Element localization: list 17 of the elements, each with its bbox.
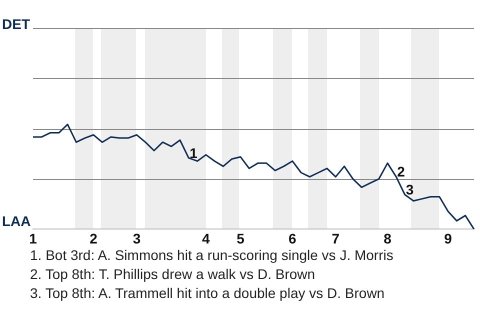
x-tick-label: 6 (288, 230, 297, 246)
x-tick-label: 9 (444, 230, 452, 246)
x-tick-label: 7 (332, 230, 340, 246)
text: 1. Bot 3rd: A. Simmons hit a run-scoring single vs J. Morris (30, 246, 394, 265)
annotation: 2 (397, 164, 406, 180)
text: 2. Top 8th: T. Phillips drew a walk vs D. Brown (30, 265, 316, 284)
text: LAA (2, 213, 31, 230)
annotation: 3 (406, 181, 414, 198)
text: 3. Top 8th: A. Trammell hit into a double play vs D. Brown (30, 284, 386, 303)
x-tick-label: 8 (384, 230, 392, 246)
x-tick-label: 1 (29, 230, 38, 246)
x-tick-label: 2 (90, 230, 98, 246)
annotation: 1 (190, 144, 198, 161)
x-tick-label: 3 (132, 230, 141, 246)
x-tick-label: 5 (236, 230, 245, 246)
text: DET (2, 16, 30, 32)
x-tick-label: 4 (202, 230, 210, 246)
